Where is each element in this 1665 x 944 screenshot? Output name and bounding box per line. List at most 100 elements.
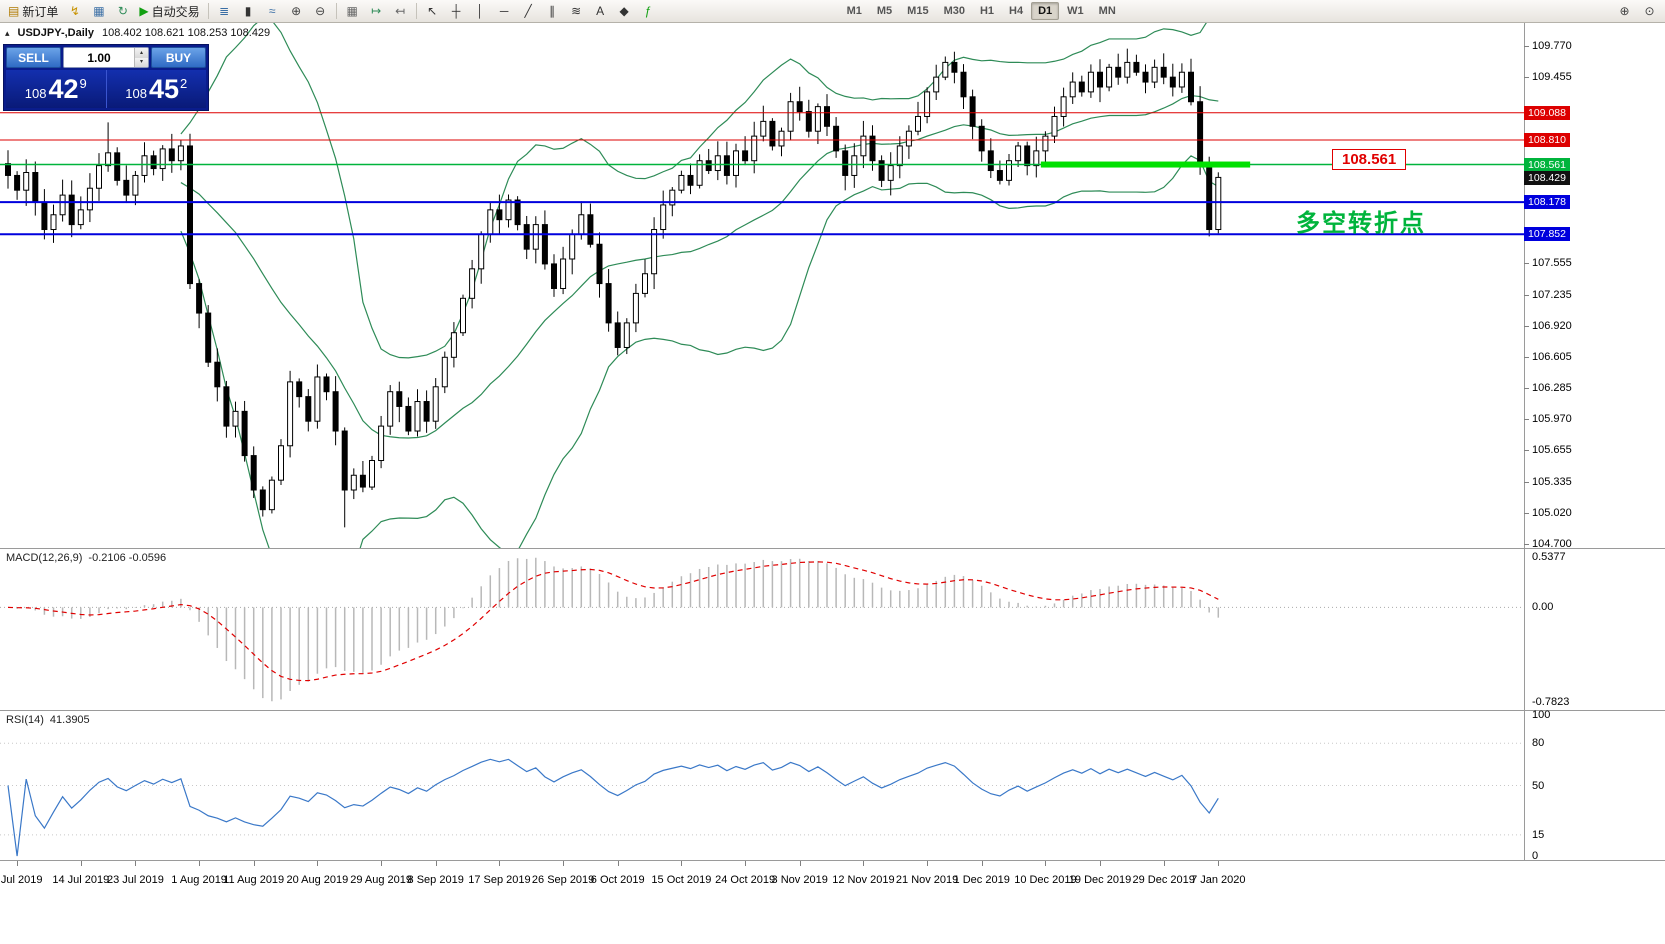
timeframe-button-d1[interactable]: D1 xyxy=(1031,2,1060,20)
data-refresh-button[interactable]: ↻ xyxy=(111,2,134,21)
quick-search-button[interactable]: ⊙ xyxy=(1638,2,1661,21)
zoom-in-icon: ⊕ xyxy=(291,4,302,18)
candlestick-chart[interactable] xyxy=(0,23,1524,548)
new-order-button-label: 新订单 xyxy=(22,4,59,19)
macd-panel-divider[interactable] xyxy=(0,548,1665,549)
indicators-button[interactable]: ƒ xyxy=(637,2,660,21)
time-axis-tick xyxy=(135,861,137,866)
time-axis-label: 1 Dec 2019 xyxy=(953,874,1010,886)
timeframe-button-w1[interactable]: W1 xyxy=(1060,2,1091,20)
time-axis-label: 4 Jul 2019 xyxy=(0,874,43,886)
zoom-in-button[interactable]: ⊕ xyxy=(285,2,308,21)
zoom-out-button[interactable]: ⊖ xyxy=(309,2,332,21)
price-axis-tick xyxy=(1524,481,1529,483)
time-axis-label: 23 Jul 2019 xyxy=(106,874,164,886)
rsi-indicator-chart[interactable] xyxy=(0,711,1524,860)
tile-windows-icon: ▦ xyxy=(346,4,358,18)
chart-symbol-period: USDJPY-,Daily xyxy=(17,27,94,39)
timeframe-button-mn[interactable]: MN xyxy=(1092,2,1123,20)
time-axis-tick xyxy=(317,861,319,866)
time-axis-label: 19 Dec 2019 xyxy=(1068,874,1132,886)
indicators-icon: ƒ xyxy=(644,4,652,18)
rsi-scale-label-0: 0 xyxy=(1532,850,1539,862)
market-watch-button[interactable]: ▦ xyxy=(87,2,110,21)
time-axis-tick xyxy=(199,861,201,866)
text-icon: A xyxy=(596,4,605,18)
sell-button[interactable]: SELL xyxy=(6,47,61,68)
price-axis-tick xyxy=(1524,263,1529,265)
toolbar-separator xyxy=(415,3,417,19)
horizontal-line-button[interactable]: ─ xyxy=(493,2,516,21)
macd-name: MACD(12,26,9) xyxy=(6,552,83,564)
quick-trade-button[interactable]: ↯ xyxy=(63,2,86,21)
crosshair-icon: ┼ xyxy=(451,4,461,18)
price-level-label[interactable]: 108.561 xyxy=(1332,149,1407,170)
toolbar-separator xyxy=(207,3,209,19)
price-badge-109.088: 109.088 xyxy=(1524,105,1570,120)
buy-button[interactable]: BUY xyxy=(151,47,206,68)
time-axis-tick xyxy=(863,861,865,866)
time-axis-tick xyxy=(80,861,82,866)
time-axis-tick xyxy=(499,861,501,866)
cursor-icon: ↖ xyxy=(427,4,438,18)
price-axis-label: 105.655 xyxy=(1532,444,1572,457)
timeframe-button-m5[interactable]: M5 xyxy=(870,2,899,20)
price-axis-label: 104.700 xyxy=(1532,538,1572,551)
fibonacci-icon: ≋ xyxy=(571,4,582,18)
volume-input[interactable] xyxy=(64,48,134,67)
price-axis-tick xyxy=(1524,356,1529,358)
chart-ohlc-values: 108.402 108.621 108.253 108.429 xyxy=(101,27,271,39)
chart-shift-button[interactable]: ↤ xyxy=(389,2,412,21)
time-axis-tick xyxy=(981,861,983,866)
time-axis-label: 21 Nov 2019 xyxy=(895,874,959,886)
time-axis-tick xyxy=(799,861,801,866)
new-order-button[interactable]: ▤ 新订单 xyxy=(4,2,62,21)
auto-trading-button[interactable]: ▶ 自动交易 xyxy=(135,2,203,21)
time-axis-tick xyxy=(17,861,19,866)
volume-decrease-button[interactable]: ▾ xyxy=(135,57,148,67)
timeframe-button-h4[interactable]: H4 xyxy=(1002,2,1030,20)
bar-chart-icon: ≣ xyxy=(219,4,230,18)
channel-button[interactable]: ∥ xyxy=(541,2,564,21)
macd-values: -0.2106 -0.0596 xyxy=(88,552,167,564)
buy-price-display[interactable]: 108 45 2 xyxy=(107,70,207,108)
price-axis[interactable]: 109.770 109.455 107.555 107.235 106.920 106.6… xyxy=(1524,0,1665,944)
turning-point-annotation[interactable]: 多空转折点 xyxy=(1296,210,1426,237)
timeframe-button-m1[interactable]: M1 xyxy=(840,2,869,20)
auto-scroll-icon: ↦ xyxy=(371,4,382,18)
candlestick-chart-button[interactable]: ▮ xyxy=(237,2,260,21)
sell-price-big: 42 xyxy=(48,73,79,104)
price-axis-label: 105.020 xyxy=(1532,506,1572,519)
timeframe-button-m30[interactable]: M30 xyxy=(937,2,972,20)
price-axis-label: 106.920 xyxy=(1532,319,1572,332)
fibonacci-button[interactable]: ≋ xyxy=(565,2,588,21)
search-symbol-button[interactable]: ⊕ xyxy=(1613,2,1636,21)
arrows-button[interactable]: ◆ xyxy=(613,2,636,21)
line-chart-button[interactable]: ≈ xyxy=(261,2,284,21)
auto-trading-icon: ▶ xyxy=(139,4,149,18)
text-button[interactable]: A xyxy=(589,2,612,21)
timeframe-button-m15[interactable]: M15 xyxy=(900,2,935,20)
price-badge-108.810: 108.810 xyxy=(1524,133,1570,148)
tile-windows-button[interactable]: ▦ xyxy=(341,2,364,21)
rsi-panel-divider[interactable] xyxy=(0,710,1665,711)
vertical-line-button[interactable]: │ xyxy=(469,2,492,21)
sell-price-display[interactable]: 108 42 9 xyxy=(6,70,106,108)
crosshair-button[interactable]: ┼ xyxy=(445,2,468,21)
time-axis-tick xyxy=(927,861,929,866)
macd-indicator-chart[interactable] xyxy=(0,549,1524,710)
time-axis-label: 6 Oct 2019 xyxy=(590,874,645,886)
main-toolbar: ▤ 新订单 ↯ ▦ ↻ ▶ 自动交易 ≣ ▮ ≈ ⊕ ⊖ ▦ ↦ ↤ ↖ ┼ │ ─ ╱ ∥ ≋ A ◆ ƒ M1 M5 M15 M30… xyxy=(0,0,1665,23)
auto-scroll-button[interactable]: ↦ xyxy=(365,2,388,21)
timeframe-button-h1[interactable]: H1 xyxy=(973,2,1001,20)
macd-scale-zero: 0.00 xyxy=(1532,601,1554,614)
cursor-button[interactable]: ↖ xyxy=(421,2,444,21)
time-axis-label: 26 Sep 2019 xyxy=(531,874,595,886)
time-axis-label: 1 Aug 2019 xyxy=(171,874,227,886)
price-axis-label: 106.605 xyxy=(1532,350,1572,363)
trendline-button[interactable]: ╱ xyxy=(517,2,540,21)
collapse-panel-icon[interactable]: ▴ xyxy=(5,27,10,38)
volume-increase-button[interactable]: ▴ xyxy=(135,48,148,58)
bar-chart-button[interactable]: ≣ xyxy=(213,2,236,21)
